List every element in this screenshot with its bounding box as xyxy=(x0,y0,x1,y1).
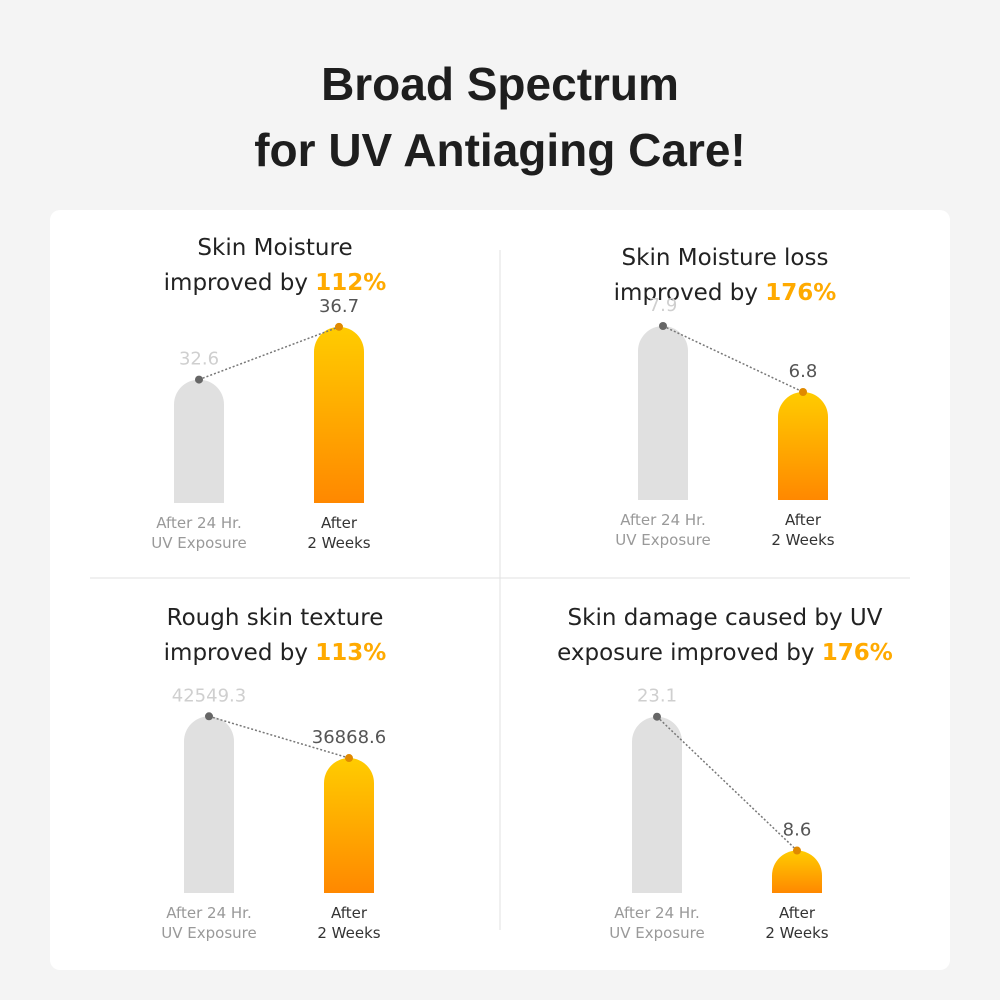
point xyxy=(205,712,213,721)
category-label: After 24 Hr. UV Exposure xyxy=(615,511,710,549)
highlight: 113% xyxy=(315,640,386,666)
value-label: 23.1 xyxy=(637,686,677,707)
value-label: 36.7 xyxy=(319,296,359,317)
bar xyxy=(174,379,224,503)
highlight: 112% xyxy=(315,270,386,296)
category-label: After 2 Weeks xyxy=(771,511,834,549)
page-title: Broad Spectrum for UV Antiaging Care! xyxy=(254,58,746,176)
bar xyxy=(772,850,822,893)
value-label: 36868.6 xyxy=(312,727,386,748)
value-label: 7.9 xyxy=(649,295,678,316)
bar xyxy=(632,716,682,893)
point xyxy=(793,846,801,855)
connector xyxy=(656,716,798,852)
category-label: After 2 Weeks xyxy=(765,904,828,942)
point xyxy=(345,754,353,763)
point xyxy=(799,388,807,396)
point xyxy=(335,322,343,331)
bar xyxy=(314,326,364,503)
value-label: 32.6 xyxy=(179,349,219,370)
bar xyxy=(184,716,234,893)
bar xyxy=(324,758,374,893)
connector xyxy=(198,326,340,381)
category-label: After 2 Weeks xyxy=(307,514,370,552)
highlight: 176% xyxy=(765,280,836,306)
category-label: After 2 Weeks xyxy=(317,904,380,942)
value-label: 6.8 xyxy=(789,361,818,382)
category-label: After 24 Hr. UV Exposure xyxy=(151,514,246,552)
value-label: 42549.3 xyxy=(172,685,246,706)
category-label: After 24 Hr. UV Exposure xyxy=(609,904,704,942)
chart-title: Skin Moisture improved by 112% xyxy=(164,235,387,296)
connector xyxy=(662,325,804,393)
value-label: 8.6 xyxy=(783,820,812,841)
category-label: After 24 Hr. UV Exposure xyxy=(161,904,256,942)
chart-title: Skin Moisture loss improved by 176% xyxy=(614,245,837,306)
point xyxy=(653,712,661,721)
point xyxy=(659,322,667,330)
chart-title: Skin damage caused by UV exposure improve… xyxy=(557,605,893,666)
connector xyxy=(208,715,350,759)
highlight: 176% xyxy=(822,640,893,666)
bar xyxy=(778,392,828,500)
bar xyxy=(638,326,688,500)
point xyxy=(195,375,203,384)
chart-title: Rough skin texture improved by 113% xyxy=(164,605,387,666)
